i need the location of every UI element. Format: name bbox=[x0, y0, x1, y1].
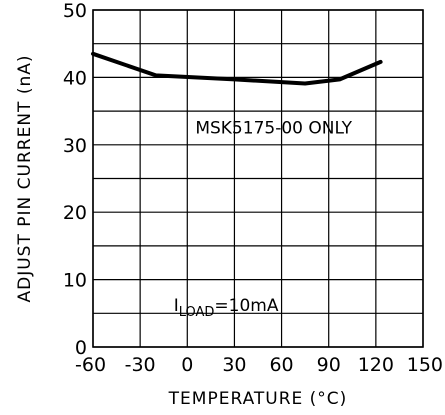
annotation-msk-only: MSK5175-00 ONLY bbox=[195, 118, 352, 138]
y-tick-label: 50 bbox=[63, 0, 87, 22]
grid bbox=[92, 9, 424, 348]
y-tick-label: 10 bbox=[63, 270, 87, 292]
y-tick-labels: 0 10 20 30 40 50 bbox=[63, 0, 87, 359]
x-tick-label: -60 bbox=[75, 354, 106, 376]
series-layer bbox=[91, 51, 383, 86]
annotation-iload: ILOAD=10mA bbox=[174, 296, 279, 320]
x-tick-label: 60 bbox=[269, 354, 293, 376]
x-axis-label: TEMPERATURE (°C) bbox=[168, 389, 348, 409]
y-tick-label: 40 bbox=[63, 67, 87, 89]
x-tick-label: 120 bbox=[358, 354, 394, 376]
y-axis-label: ADJUST PIN CURRENT (nA) bbox=[15, 55, 35, 303]
y-tick-label: 30 bbox=[63, 135, 87, 157]
annotations: MSK5175-00 ONLY ILOAD=10mA bbox=[174, 118, 353, 320]
x-tick-label: 150 bbox=[407, 354, 443, 376]
series-line-0 bbox=[91, 51, 383, 86]
x-tick-label: -30 bbox=[125, 354, 156, 376]
x-tick-label: 90 bbox=[317, 354, 341, 376]
x-tick-labels: -60 -30 0 30 60 90 120 150 bbox=[75, 354, 443, 376]
plot-frame bbox=[92, 9, 424, 348]
x-tick-label: 0 bbox=[181, 354, 193, 376]
y-tick-label: 0 bbox=[75, 337, 87, 359]
y-tick-label: 20 bbox=[63, 202, 87, 224]
x-tick-label: 30 bbox=[222, 354, 246, 376]
